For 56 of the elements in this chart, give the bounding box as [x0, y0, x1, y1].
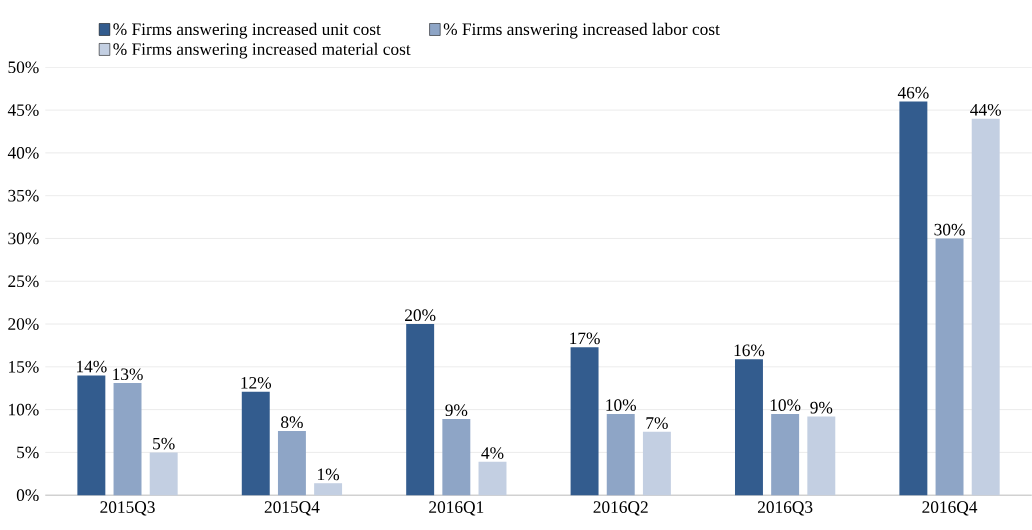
- legend-label: % Firms answering increased unit cost: [113, 22, 381, 39]
- bar: [771, 413, 800, 496]
- legend-label: % Firms answering increased material cost: [113, 42, 411, 59]
- data-label: 12%: [241, 377, 272, 389]
- y-tick-label: 5%: [17, 446, 39, 459]
- data-label: 46%: [897, 86, 929, 99]
- y-tick-label: 15%: [9, 361, 39, 373]
- bar: [442, 419, 471, 496]
- x-tick-label: 2016Q1: [429, 501, 484, 516]
- data-label: 5%: [153, 437, 175, 450]
- y-tick-label: 45%: [7, 104, 39, 117]
- data-label: 8%: [281, 416, 303, 429]
- bar: [735, 359, 763, 496]
- data-label: 44%: [970, 104, 1001, 116]
- data-label: 30%: [934, 223, 965, 236]
- data-label: 13%: [113, 368, 143, 381]
- data-label: 16%: [734, 344, 765, 357]
- data-label: 20%: [405, 309, 436, 322]
- x-tick-label: 2016Q2: [593, 501, 648, 516]
- bar: [606, 413, 635, 496]
- x-tick-label: 2015Q4: [264, 501, 320, 516]
- y-tick-label: 10%: [9, 403, 39, 416]
- bar: [113, 383, 142, 496]
- y-tick-label: 25%: [8, 275, 39, 288]
- data-label: 9%: [810, 401, 833, 414]
- bar: [277, 431, 306, 496]
- y-tick-label: 50%: [8, 61, 39, 74]
- bar: [478, 461, 507, 496]
- data-label: 7%: [646, 417, 668, 429]
- x-tick-label: 2015Q3: [100, 501, 155, 516]
- y-tick-label: 0%: [16, 489, 39, 502]
- x-tick-label: 2016Q4: [922, 501, 978, 516]
- y-tick-label: 30%: [8, 232, 39, 245]
- bar: [314, 483, 343, 496]
- data-label: 4%: [481, 447, 504, 459]
- bar: [899, 101, 928, 496]
- bar: [149, 452, 178, 496]
- bar: [406, 324, 435, 496]
- legend-label: % Firms answering increased labor cost: [443, 22, 720, 39]
- bar: [935, 238, 964, 496]
- bar: [642, 431, 671, 496]
- y-tick-label: 20%: [8, 318, 39, 330]
- bar: [807, 416, 836, 496]
- data-label: 1%: [318, 468, 340, 481]
- bar: [971, 118, 1000, 496]
- data-label: 10%: [770, 399, 801, 412]
- data-label: 17%: [570, 332, 600, 345]
- x-tick-label: 2016Q3: [757, 501, 813, 516]
- y-tick-label: 35%: [8, 189, 39, 202]
- data-label: 9%: [445, 404, 468, 417]
- bar: [77, 375, 106, 496]
- bar: [570, 347, 599, 496]
- y-tick-label: 40%: [7, 147, 39, 159]
- bar: [241, 391, 270, 496]
- data-label: 14%: [77, 360, 107, 373]
- data-label: 10%: [606, 399, 637, 412]
